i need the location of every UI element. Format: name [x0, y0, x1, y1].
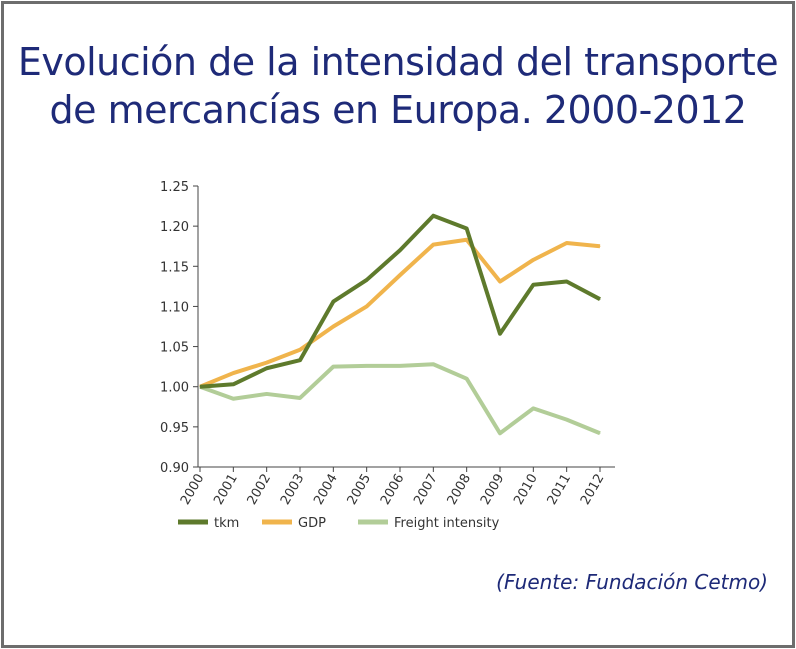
y-tick-label: 0.95	[160, 421, 189, 436]
x-tick-label: 2010	[511, 472, 541, 508]
x-tick-label: 2002	[245, 472, 275, 508]
x-tick-label: 2006	[378, 472, 408, 508]
data-point	[432, 244, 434, 246]
data-point	[432, 215, 434, 217]
x-tick-label: 2001	[211, 472, 241, 508]
data-point	[399, 274, 401, 276]
data-point	[566, 419, 568, 421]
data-point	[499, 333, 501, 335]
y-tick-label: 1.20	[160, 220, 189, 235]
data-point	[232, 372, 234, 374]
data-point	[366, 279, 368, 281]
legend-label: Freight intensity	[394, 516, 500, 531]
data-point	[299, 397, 301, 399]
x-tick-label: 2000	[178, 472, 208, 508]
x-tick-label: 2012	[578, 472, 608, 508]
source-note: (Fuente: Fundación Cetmo)	[496, 570, 768, 594]
data-point	[299, 359, 301, 361]
data-point	[599, 298, 601, 300]
x-tick-label: 2008	[445, 472, 475, 508]
data-point	[266, 367, 268, 369]
y-tick-label: 1.00	[160, 381, 189, 396]
legend-label: tkm	[214, 516, 239, 531]
series-line-freight-intensity	[199, 362, 601, 436]
data-point	[332, 366, 334, 368]
data-point	[366, 365, 368, 367]
title-line-2: de mercancías en Europa. 2000-2012	[49, 88, 747, 132]
data-point	[532, 407, 534, 409]
data-point	[332, 326, 334, 327]
data-point	[232, 398, 234, 400]
x-tick-label: 2009	[478, 472, 508, 508]
data-point	[499, 281, 501, 283]
data-point	[599, 245, 601, 247]
x-tick-label: 2011	[545, 472, 575, 508]
data-point	[466, 239, 468, 241]
data-point	[532, 259, 534, 261]
data-point	[399, 365, 401, 367]
x-tick-label: 2005	[345, 472, 375, 508]
x-tick-label: 2007	[411, 472, 441, 508]
page-title: Evolución de la intensidad del transport…	[0, 38, 796, 134]
data-point	[499, 432, 501, 434]
x-tick-label: 2004	[311, 472, 341, 508]
y-tick-label: 0.90	[160, 461, 189, 476]
data-point	[399, 249, 401, 251]
data-point	[566, 242, 568, 244]
data-point	[266, 362, 268, 364]
data-point	[466, 378, 468, 380]
y-tick-label: 1.05	[160, 341, 189, 356]
data-point	[432, 363, 434, 365]
data-point	[266, 393, 268, 395]
title-line-1: Evolución de la intensidad del transport…	[17, 40, 779, 84]
series-line-tkm	[199, 213, 601, 389]
data-point	[332, 301, 334, 303]
data-point	[299, 349, 301, 351]
data-point	[599, 432, 601, 434]
y-tick-label: 1.10	[160, 300, 189, 315]
x-tick-label: 2003	[278, 472, 308, 508]
data-point	[466, 228, 468, 230]
y-tick-label: 1.25	[160, 180, 189, 195]
y-tick-label: 1.15	[160, 260, 189, 275]
data-point	[366, 305, 368, 307]
data-point	[532, 284, 534, 286]
data-point	[199, 386, 201, 388]
data-point	[566, 281, 568, 283]
data-point	[232, 383, 234, 385]
legend-label: GDP	[298, 516, 326, 531]
